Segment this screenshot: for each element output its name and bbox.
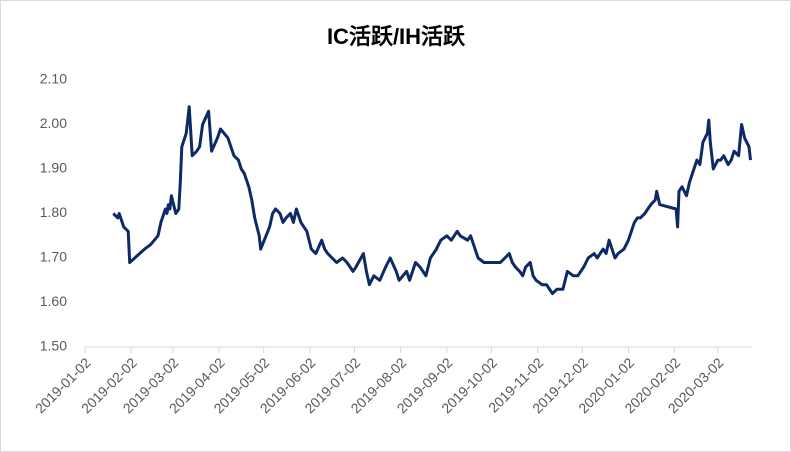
y-tick-label: 1.70 xyxy=(40,249,67,265)
chart-title: IC活跃/IH活跃 xyxy=(327,24,466,49)
y-tick-label: 2.00 xyxy=(40,115,67,131)
y-tick-label: 1.50 xyxy=(40,338,67,354)
y-tick-label: 1.90 xyxy=(40,160,67,176)
y-tick-label: 1.60 xyxy=(40,293,67,309)
y-tick-label: 2.10 xyxy=(40,71,67,87)
line-series xyxy=(112,105,752,296)
y-tick-label: 1.80 xyxy=(40,204,67,220)
